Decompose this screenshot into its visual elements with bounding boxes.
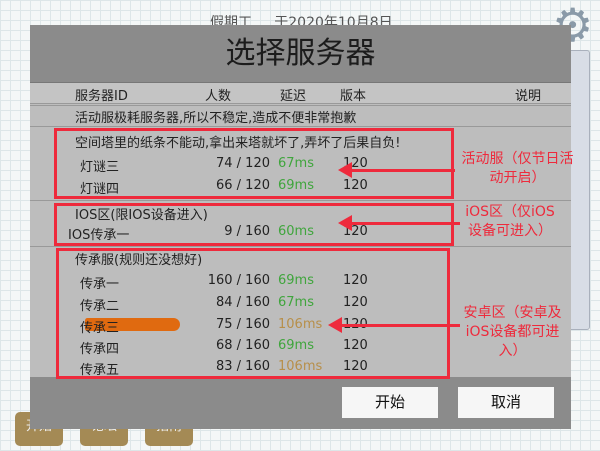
- arrow-icon: [338, 162, 455, 178]
- arrow-icon: [328, 317, 460, 333]
- group-title: 传承服(规则还没想好): [75, 253, 203, 268]
- server-row[interactable]: IOS传承一 9 / 160 60ms 120: [68, 224, 368, 243]
- start-button[interactable]: 开始: [342, 387, 438, 418]
- group-title: 空间塔里的纸条不能动,拿出来塔就坏了,弄坏了后果自负!: [75, 136, 401, 151]
- server-row[interactable]: 传承一 160 / 160 69ms 120: [80, 273, 368, 292]
- col-description: 说明: [515, 89, 542, 104]
- dialog-footer: 开始 取消: [30, 377, 571, 429]
- server-row-selected[interactable]: 传承二 84 / 160 67ms 120: [80, 295, 368, 314]
- server-row[interactable]: 灯谜三 74 / 120 67ms 120: [80, 156, 368, 175]
- group-title: IOS区(限IOS设备进入): [75, 208, 208, 223]
- col-version: 版本: [340, 89, 367, 104]
- col-latency: 延迟: [280, 89, 307, 104]
- table-header: 服务器ID 人数 延迟 版本 说明: [30, 82, 571, 104]
- annotation-ios: iOS区（仅iOS设备可进入）: [465, 204, 555, 239]
- server-row[interactable]: 传承四 68 / 160 69ms 120: [80, 338, 368, 357]
- arrow-icon: [338, 215, 460, 231]
- col-count: 人数: [205, 89, 232, 104]
- annotation-android: 安卓区（安卓及iOS设备都可进入）: [463, 305, 562, 359]
- cancel-button[interactable]: 取消: [458, 387, 554, 418]
- notice-text: 活动服极耗服务器,所以不稳定,造成不便非常抱歉: [75, 111, 357, 126]
- annotation-event: 活动服（仅节日活动开启）: [461, 151, 574, 186]
- annotation-box-event: [54, 128, 454, 199]
- server-row[interactable]: 灯谜四 66 / 120 69ms 120: [80, 178, 368, 197]
- col-server-id: 服务器ID: [75, 89, 128, 104]
- highlight-mark: [85, 318, 180, 331]
- server-row[interactable]: 传承五 83 / 160 106ms 120: [80, 359, 368, 378]
- dialog-title: 选择服务器: [30, 25, 571, 82]
- server-select-dialog: 选择服务器 服务器ID 人数 延迟 版本 说明 活动服极耗服务器,所以不稳定,造…: [30, 25, 571, 429]
- annotation-box-android: [56, 248, 450, 379]
